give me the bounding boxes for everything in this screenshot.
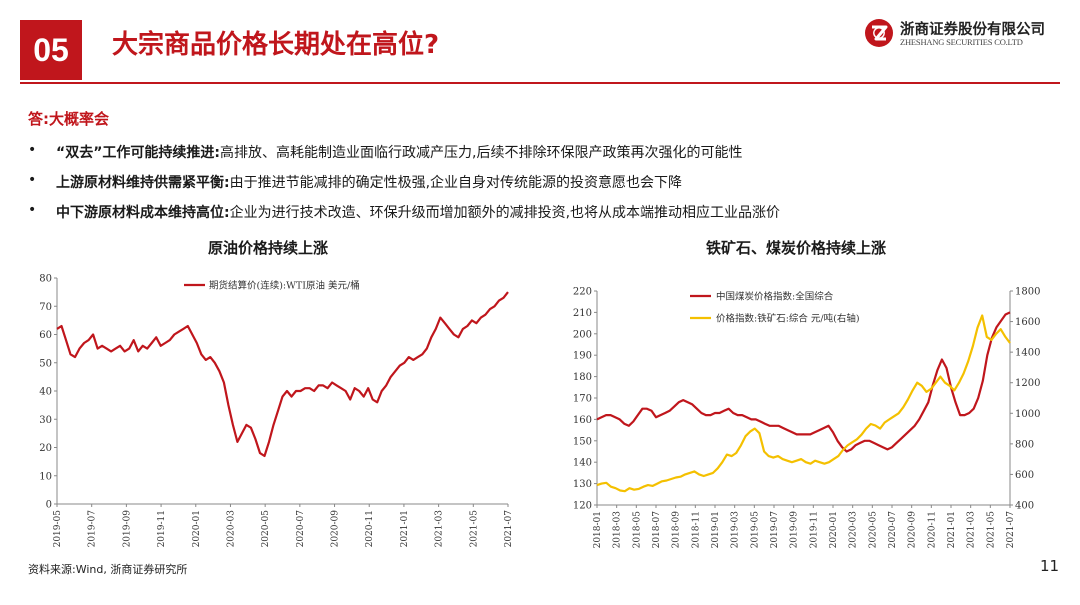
bullet-item: • “双去”工作可能持续推进:高排放、高耗能制造业面临行政减产压力,后续不排除环… <box>28 142 1058 172</box>
x-tick-label: 2019-03 <box>731 511 741 549</box>
bullet-heading: 上游原材料维持供需紧平衡: <box>56 175 230 191</box>
x-tick-label: 2019-05 <box>53 510 63 548</box>
x-tick-label: 2021-07 <box>504 510 514 548</box>
y2-tick-label: 1800 <box>1015 287 1040 298</box>
x-tick-label: 2019-11 <box>809 511 819 548</box>
ore-coal-chart-title: 铁矿石、煤炭价格持续上涨 <box>706 239 887 257</box>
bullet-text: 中下游原材料成本维持高位:企业为进行技术改造、环保升级而增加额外的减排投资,也将… <box>56 202 780 222</box>
x-tick-label: 2021-05 <box>469 510 479 548</box>
x-tick-label: 2021-01 <box>947 511 957 548</box>
x-tick-label: 2018-11 <box>691 511 701 548</box>
x-tick-label: 2018-07 <box>652 511 662 549</box>
bullet-heading: “双去”工作可能持续推进: <box>56 145 221 161</box>
y-tick-label: 180 <box>573 372 592 383</box>
x-tick-label: 2021-03 <box>435 510 445 548</box>
bullet-body: 由于推进节能减排的确定性极强,企业自身对传统能源的投资意愿也会下降 <box>229 175 683 191</box>
x-tick-label: 2020-11 <box>365 510 375 547</box>
y-tick-label: 140 <box>573 458 592 469</box>
y-tick-label: 120 <box>573 501 592 512</box>
x-tick-label: 2020-05 <box>868 511 878 549</box>
y-tick-label: 150 <box>573 436 592 447</box>
y2-tick-label: 1200 <box>1015 378 1040 389</box>
bullet-body: 高排放、高耗能制造业面临行政减产压力,后续不排除环保限产政策再次强化的可能性 <box>220 145 743 161</box>
x-tick-label: 2020-09 <box>908 511 918 549</box>
answer-heading: 答:大概率会 <box>28 110 109 128</box>
logo-chinese-name: 浙商证券股份有限公司 <box>900 22 1045 38</box>
x-tick-label: 2019-05 <box>750 511 760 549</box>
x-tick-label: 2020-09 <box>331 510 341 548</box>
series-line <box>596 314 1011 493</box>
x-tick-label: 2021-01 <box>400 510 410 547</box>
y-tick-label: 210 <box>573 308 592 319</box>
series-line <box>56 291 509 458</box>
y2-tick-label: 800 <box>1015 439 1034 450</box>
x-tick-label: 2019-07 <box>88 510 98 548</box>
x-tick-label: 2020-01 <box>829 511 839 548</box>
x-tick-label: 2018-03 <box>613 511 623 549</box>
x-tick-label: 2019-11 <box>157 510 167 547</box>
x-tick-label: 2019-01 <box>711 511 721 548</box>
y2-tick-label: 400 <box>1015 501 1034 512</box>
y-tick-label: 30 <box>39 415 52 426</box>
logo-english-name: ZHESHANG SECURITIES CO.LTD <box>900 37 1023 47</box>
bullet-item: • 中下游原材料成本维持高位:企业为进行技术改造、环保升级而增加额外的减排投资,… <box>28 202 1058 232</box>
bullet-body: 企业为进行技术改造、环保升级而增加额外的减排投资,也将从成本端推动相应工业品涨价 <box>229 205 781 221</box>
y-tick-label: 190 <box>573 351 592 362</box>
y-tick-label: 170 <box>573 394 592 405</box>
y-tick-label: 130 <box>573 479 592 490</box>
x-tick-label: 2020-07 <box>888 511 898 549</box>
y-tick-label: 200 <box>573 329 592 340</box>
bullet-text: 上游原材料维持供需紧平衡:由于推进节能减排的确定性极强,企业自身对传统能源的投资… <box>56 172 682 192</box>
bullet-dot-icon: • <box>28 202 37 218</box>
section-number: 05 <box>20 20 82 80</box>
header-divider <box>20 82 1060 84</box>
y2-tick-label: 600 <box>1015 470 1034 481</box>
y-tick-label: 220 <box>573 287 592 298</box>
bullet-item: • 上游原材料维持供需紧平衡:由于推进节能减排的确定性极强,企业自身对传统能源的… <box>28 172 1058 202</box>
page-number: 11 <box>1040 557 1060 575</box>
y-tick-label: 0 <box>46 500 52 511</box>
bullet-list: • “双去”工作可能持续推进:高排放、高耗能制造业面临行政减产压力,后续不排除环… <box>28 142 1058 232</box>
zheshang-logo-icon <box>865 19 893 47</box>
legend-label: 中国煤炭价格指数:全国综合 <box>716 291 834 303</box>
data-source: 资料来源:Wind, 浙商证券研究所 <box>28 563 188 576</box>
x-tick-label: 2020-03 <box>849 511 859 549</box>
x-tick-label: 2020-05 <box>261 510 271 548</box>
bullet-text: “双去”工作可能持续推进:高排放、高耗能制造业面临行政减产压力,后续不排除环保限… <box>56 142 742 162</box>
x-tick-label: 2019-09 <box>122 510 132 548</box>
y-tick-label: 20 <box>39 443 52 454</box>
bullet-heading: 中下游原材料成本维持高位: <box>56 205 230 221</box>
y-tick-label: 160 <box>573 415 592 426</box>
y2-tick-label: 1000 <box>1015 409 1040 420</box>
x-tick-label: 2020-07 <box>296 510 306 548</box>
oil-chart-title: 原油价格持续上涨 <box>208 239 329 257</box>
x-tick-label: 2021-05 <box>986 511 996 549</box>
y-tick-label: 60 <box>39 330 52 341</box>
y2-tick-label: 1400 <box>1015 348 1040 359</box>
y-tick-label: 40 <box>39 387 52 398</box>
y-tick-label: 80 <box>39 274 52 285</box>
x-tick-label: 2020-01 <box>192 510 202 547</box>
x-tick-label: 2020-03 <box>226 510 236 548</box>
x-tick-label: 2021-07 <box>1006 511 1016 549</box>
company-logo: 浙商证券股份有限公司 ZHESHANG SECURITIES CO.LTD <box>864 18 1060 50</box>
y-tick-label: 70 <box>39 302 52 313</box>
bullet-dot-icon: • <box>28 142 37 158</box>
y2-tick-label: 1600 <box>1015 317 1040 328</box>
y-tick-label: 10 <box>39 471 52 482</box>
x-tick-label: 2020-11 <box>927 511 937 548</box>
y-tick-label: 50 <box>39 358 52 369</box>
x-tick-label: 2018-01 <box>593 511 603 548</box>
x-tick-label: 2019-07 <box>770 511 780 549</box>
legend-label: 期货结算价(连续):WTI原油 美元/桶 <box>209 280 360 292</box>
x-tick-label: 2018-05 <box>632 511 642 549</box>
x-tick-label: 2018-09 <box>672 511 682 549</box>
x-tick-label: 2019-09 <box>790 511 800 549</box>
bullet-dot-icon: • <box>28 172 37 188</box>
series-line <box>596 311 1011 453</box>
page-title: 大宗商品价格长期处在高位? <box>112 30 440 60</box>
x-tick-label: 2021-03 <box>967 511 977 549</box>
legend-label: 价格指数:铁矿石:综合 元/吨(右轴) <box>716 313 860 325</box>
